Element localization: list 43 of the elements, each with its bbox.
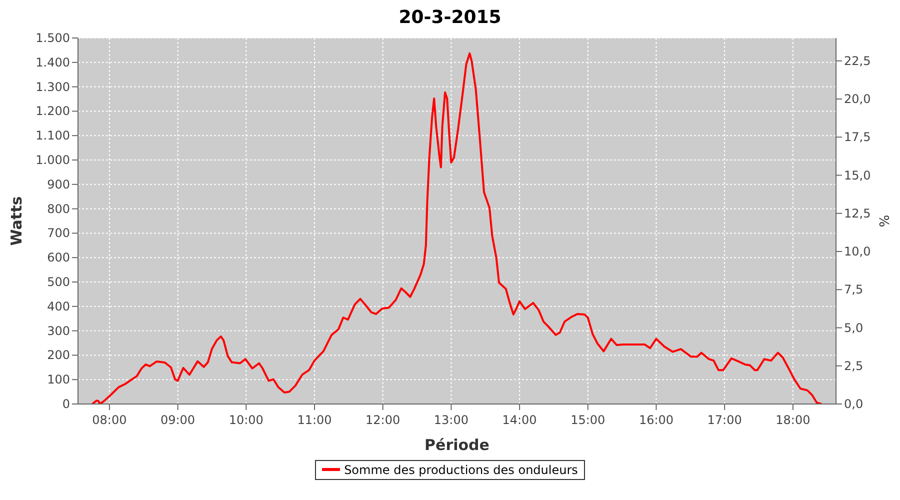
legend-label: Somme des productions des onduleurs <box>344 463 578 477</box>
y-tick-label: 800 <box>47 202 70 216</box>
y2-axis-title: % <box>875 214 890 228</box>
chart-title: 20-3-2015 <box>398 7 502 28</box>
y2-tick-label: 12,5 <box>844 206 871 220</box>
y2-tick-label: 5,0 <box>844 320 864 335</box>
y2-tick-label: 0,0 <box>844 397 864 411</box>
x-tick-label: 18:00 <box>776 413 810 427</box>
y-tick-label: 1.400 <box>36 55 70 70</box>
x-axis-title: Période <box>424 436 490 454</box>
y-tick-label: 0 <box>62 397 70 411</box>
y-tick-label: 1.000 <box>36 153 70 167</box>
x-tick-label: 11:00 <box>297 413 332 427</box>
x-tick-label: 12:00 <box>366 413 400 427</box>
y2-tick-label: 22,5 <box>844 54 871 68</box>
y-tick-label: 900 <box>47 177 70 192</box>
y-tick-label: 300 <box>47 324 70 338</box>
y-tick-label: 1.100 <box>36 128 70 143</box>
y-tick-label: 200 <box>47 348 70 362</box>
line-series <box>91 52 823 404</box>
x-tick-label: 14:00 <box>502 413 537 427</box>
y2-tick-label: 20,0 <box>844 92 871 106</box>
y2-tick-label: 2,5 <box>844 358 864 373</box>
y-tick-label: 100 <box>47 372 70 387</box>
x-tick-label: 10:00 <box>228 413 264 427</box>
x-tick-label: 17:00 <box>707 413 742 427</box>
x-tick-label: 13:00 <box>434 413 468 427</box>
x-tick-label: 09:00 <box>160 413 196 427</box>
y2-tick-label: 7,5 <box>844 282 864 297</box>
x-tick-label: 15:00 <box>570 413 606 427</box>
y-axis-title: Watts <box>7 196 26 246</box>
y2-tick-label: 10,0 <box>844 244 871 258</box>
y-tick-label: 1.300 <box>36 80 70 94</box>
y-tick-label: 700 <box>47 226 70 240</box>
y-tick-label: 1.200 <box>36 104 70 118</box>
y-tick-label: 1.500 <box>36 31 70 45</box>
x-tick-label: 16:00 <box>638 413 674 427</box>
x-tick-label: 08:00 <box>92 413 127 427</box>
y-tick-label: 600 <box>47 250 70 265</box>
y2-tick-label: 17,5 <box>844 130 871 144</box>
y-tick-label: 500 <box>47 275 70 289</box>
y-tick-label: 400 <box>47 299 70 314</box>
y2-tick-label: 15,0 <box>844 168 871 182</box>
